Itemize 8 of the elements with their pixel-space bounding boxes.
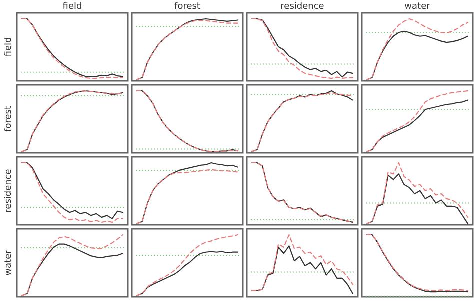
- y-axis-title: forest: [4, 106, 14, 132]
- chart-title: residence: [280, 2, 325, 12]
- chart-title: water: [404, 2, 431, 12]
- y-axis-title: field: [4, 37, 14, 57]
- y-axis-title: water: [4, 250, 14, 276]
- chart-title: forest: [174, 2, 201, 12]
- y-axis-title: residence: [4, 168, 14, 213]
- chart-title: field: [62, 2, 82, 12]
